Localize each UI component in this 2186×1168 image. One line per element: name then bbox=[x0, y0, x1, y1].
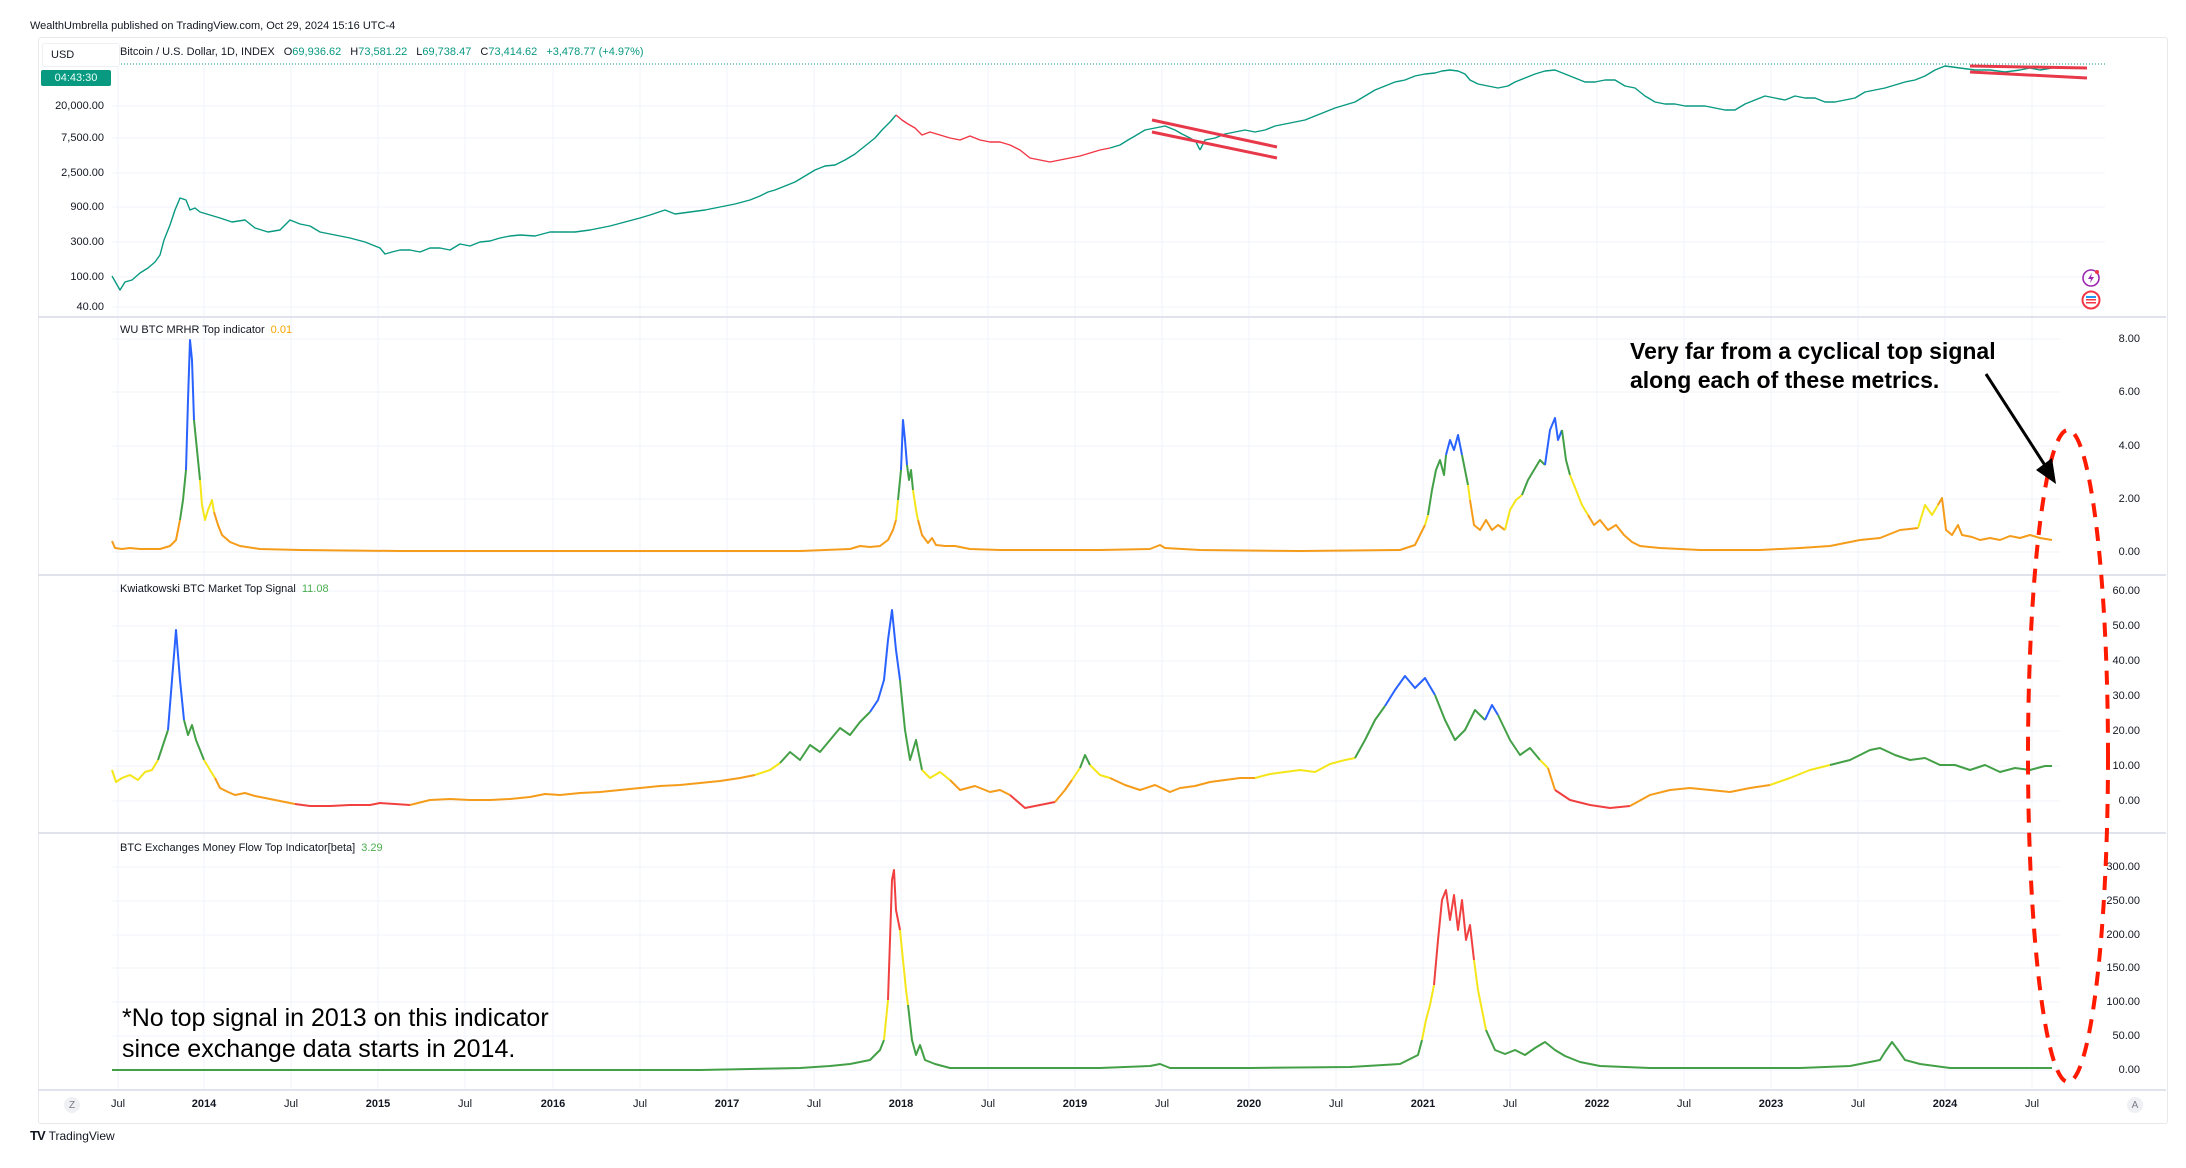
high-label: H bbox=[350, 46, 359, 58]
x-axis-tick: Jul bbox=[1154, 1098, 1170, 1110]
x-axis-tick: Jul bbox=[1850, 1098, 1866, 1110]
moneyflow-series bbox=[112, 869, 2052, 1071]
tradingview-logo[interactable]: TV TradingView bbox=[30, 1128, 115, 1143]
kwiatkowski-legend: Kwiatkowski BTC Market Top Signal 11.08 bbox=[120, 583, 329, 595]
price-axis-tick: 7,500.00 bbox=[61, 132, 104, 144]
mrhr-axis-tick: 4.00 bbox=[2118, 440, 2140, 452]
kwiatkowski-axis-tick: 0.00 bbox=[2118, 795, 2140, 807]
close-label: C bbox=[480, 46, 489, 58]
x-axis-tick: 2021 bbox=[1410, 1098, 1436, 1110]
x-axis-tick: Jul bbox=[980, 1098, 996, 1110]
annotation-ellipse bbox=[2026, 428, 2110, 1084]
price-axis-tick: 300.00 bbox=[70, 236, 104, 248]
mrhr-axis-tick: 0.00 bbox=[2118, 546, 2140, 558]
close-value: 73,414.62 bbox=[488, 46, 538, 58]
mrhr-title[interactable]: WU BTC MRHR Top indicator bbox=[120, 324, 265, 336]
lightning-icon[interactable] bbox=[2081, 268, 2101, 288]
x-axis-tick: Jul bbox=[806, 1098, 822, 1110]
auto-scale-button[interactable]: A bbox=[2127, 1097, 2143, 1113]
change-value: +3,478.77 (+4.97%) bbox=[546, 46, 644, 58]
kwiatkowski-series bbox=[111, 609, 2052, 809]
price-axis-tick: 100.00 bbox=[70, 271, 104, 283]
annotation-top-line2: along each of these metrics. bbox=[1630, 367, 1940, 393]
moneyflow-axis-tick: 50.00 bbox=[2112, 1030, 2140, 1042]
bar-countdown: 04:43:30 bbox=[41, 70, 111, 86]
annotation-bottom-line2: since exchange data starts in 2014. bbox=[122, 1035, 516, 1063]
x-axis-tick: 2022 bbox=[1584, 1098, 1610, 1110]
open-value: 69,936.62 bbox=[292, 46, 342, 58]
currency-selector[interactable]: USD bbox=[42, 43, 120, 67]
chart-frame bbox=[38, 37, 2168, 1124]
x-axis-tick: 2014 bbox=[191, 1098, 217, 1110]
kwiatkowski-axis-tick: 10.00 bbox=[2112, 760, 2140, 772]
moneyflow-axis-tick: 100.00 bbox=[2106, 996, 2140, 1008]
x-axis-tick: 2020 bbox=[1236, 1098, 1262, 1110]
x-axis-tick: 2017 bbox=[714, 1098, 740, 1110]
moneyflow-axis-tick: 300.00 bbox=[2106, 861, 2140, 873]
annotation-bottom-line1: *No top signal in 2013 on this indicator bbox=[122, 1004, 549, 1032]
high-value: 73,581.22 bbox=[358, 46, 408, 58]
annotation-top-signal: Very far from a cyclical top signal alon… bbox=[1630, 337, 1996, 395]
kwiatkowski-title[interactable]: Kwiatkowski BTC Market Top Signal bbox=[120, 583, 296, 595]
price-axis-tick: 2,500.00 bbox=[61, 167, 104, 179]
zoom-reset-button[interactable]: Z bbox=[64, 1097, 80, 1113]
x-axis-tick: 2016 bbox=[540, 1098, 566, 1110]
x-axis-tick: 2024 bbox=[1932, 1098, 1958, 1110]
price-legend: Bitcoin / U.S. Dollar, 1D, INDEX O69,936… bbox=[120, 46, 650, 58]
moneyflow-axis-tick: 0.00 bbox=[2118, 1064, 2140, 1076]
tradingview-logo-text: TradingView bbox=[48, 1128, 115, 1143]
annotation-exchange-note: *No top signal in 2013 on this indicator… bbox=[122, 1003, 549, 1065]
moneyflow-axis-tick: 250.00 bbox=[2106, 895, 2140, 907]
price-axis-tick: 40.00 bbox=[76, 301, 104, 313]
x-axis-tick: Jul bbox=[457, 1098, 473, 1110]
tradingview-logo-icon: TV bbox=[30, 1128, 46, 1143]
symbol-description[interactable]: Bitcoin / U.S. Dollar, 1D, INDEX bbox=[120, 46, 275, 58]
x-axis-tick: Jul bbox=[632, 1098, 648, 1110]
mrhr-axis-tick: 2.00 bbox=[2118, 493, 2140, 505]
moneyflow-value: 3.29 bbox=[361, 842, 383, 854]
x-axis-tick: Jul bbox=[110, 1098, 126, 1110]
x-axis-tick: Jul bbox=[1502, 1098, 1518, 1110]
moneyflow-axis-tick: 150.00 bbox=[2106, 962, 2140, 974]
x-axis-tick: 2019 bbox=[1062, 1098, 1088, 1110]
mrhr-series bbox=[111, 339, 2053, 552]
price-channel-drawings bbox=[1151, 64, 2088, 160]
price-axis-tick: 20,000.00 bbox=[55, 100, 104, 112]
moneyflow-axis-tick: 200.00 bbox=[2106, 929, 2140, 941]
us-flag-icon[interactable] bbox=[2081, 290, 2101, 310]
x-axis-tick: Jul bbox=[1328, 1098, 1344, 1110]
x-axis-tick: 2015 bbox=[365, 1098, 391, 1110]
kwiatkowski-value: 11.08 bbox=[301, 583, 329, 595]
low-label: L bbox=[416, 46, 423, 58]
x-axis-tick: Jul bbox=[1676, 1098, 1692, 1110]
kwiatkowski-axis-tick: 20.00 bbox=[2112, 725, 2140, 737]
mrhr-axis-tick: 8.00 bbox=[2118, 333, 2140, 345]
x-axis-tick: Jul bbox=[2024, 1098, 2040, 1110]
open-label: O bbox=[283, 46, 293, 58]
kwiatkowski-axis-tick: 30.00 bbox=[2112, 690, 2140, 702]
x-axis-tick: Jul bbox=[283, 1098, 299, 1110]
x-axis-tick: 2023 bbox=[1758, 1098, 1784, 1110]
price-axis-tick: 900.00 bbox=[70, 201, 104, 213]
kwiatkowski-axis-tick: 60.00 bbox=[2112, 585, 2140, 597]
moneyflow-legend: BTC Exchanges Money Flow Top Indicator[b… bbox=[120, 842, 383, 854]
annotation-top-line1: Very far from a cyclical top signal bbox=[1630, 338, 1996, 364]
moneyflow-title[interactable]: BTC Exchanges Money Flow Top Indicator[b… bbox=[120, 842, 356, 854]
kwiatkowski-axis-tick: 40.00 bbox=[2112, 655, 2140, 667]
mrhr-value: 0.01 bbox=[270, 324, 293, 336]
published-info: WealthUmbrella published on TradingView.… bbox=[30, 20, 396, 32]
mrhr-legend: WU BTC MRHR Top indicator 0.01 bbox=[120, 324, 292, 336]
annotation-arrow bbox=[1984, 373, 2056, 484]
mrhr-axis-tick: 6.00 bbox=[2118, 386, 2140, 398]
low-value: 69,738.47 bbox=[422, 46, 472, 58]
x-axis-tick: 2018 bbox=[888, 1098, 914, 1110]
price-series bbox=[111, 65, 2053, 291]
kwiatkowski-axis-tick: 50.00 bbox=[2112, 620, 2140, 632]
